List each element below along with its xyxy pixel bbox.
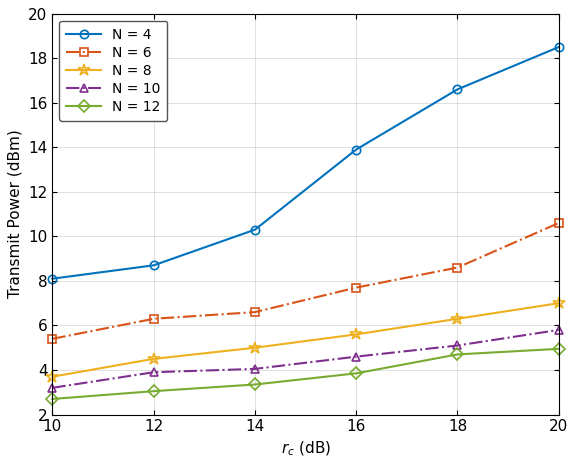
N = 4 bbox=[150, 262, 157, 268]
N = 10 bbox=[49, 385, 56, 391]
N = 10 bbox=[150, 370, 157, 375]
N = 12 bbox=[353, 370, 359, 376]
N = 6 bbox=[555, 220, 562, 226]
N = 8 bbox=[49, 374, 56, 379]
N = 8 bbox=[454, 316, 461, 322]
N = 4 bbox=[353, 147, 359, 152]
N = 4 bbox=[49, 276, 56, 281]
N = 12 bbox=[49, 396, 56, 402]
N = 6 bbox=[454, 265, 461, 270]
N = 6 bbox=[353, 285, 359, 290]
N = 8 bbox=[252, 345, 259, 350]
Line: N = 4: N = 4 bbox=[48, 43, 563, 283]
N = 12 bbox=[252, 382, 259, 387]
N = 12 bbox=[555, 346, 562, 352]
N = 4 bbox=[454, 87, 461, 92]
N = 8 bbox=[150, 356, 157, 362]
N = 6 bbox=[252, 309, 259, 315]
N = 8 bbox=[555, 301, 562, 306]
N = 12 bbox=[454, 352, 461, 357]
N = 4 bbox=[555, 44, 562, 50]
Line: N = 10: N = 10 bbox=[48, 326, 563, 392]
Line: N = 8: N = 8 bbox=[46, 297, 565, 383]
N = 6 bbox=[49, 336, 56, 342]
X-axis label: $r_c$ (dB): $r_c$ (dB) bbox=[281, 440, 331, 459]
N = 10 bbox=[555, 327, 562, 333]
Line: N = 12: N = 12 bbox=[48, 345, 563, 403]
Legend: N = 4, N = 6, N = 8, N = 10, N = 12: N = 4, N = 6, N = 8, N = 10, N = 12 bbox=[59, 21, 168, 121]
Y-axis label: Transmit Power (dBm): Transmit Power (dBm) bbox=[7, 130, 22, 298]
N = 8 bbox=[353, 332, 359, 337]
N = 12 bbox=[150, 388, 157, 394]
N = 10 bbox=[252, 366, 259, 372]
Line: N = 6: N = 6 bbox=[48, 219, 563, 343]
N = 10 bbox=[454, 343, 461, 348]
N = 10 bbox=[353, 354, 359, 359]
N = 6 bbox=[150, 316, 157, 322]
N = 4 bbox=[252, 227, 259, 233]
